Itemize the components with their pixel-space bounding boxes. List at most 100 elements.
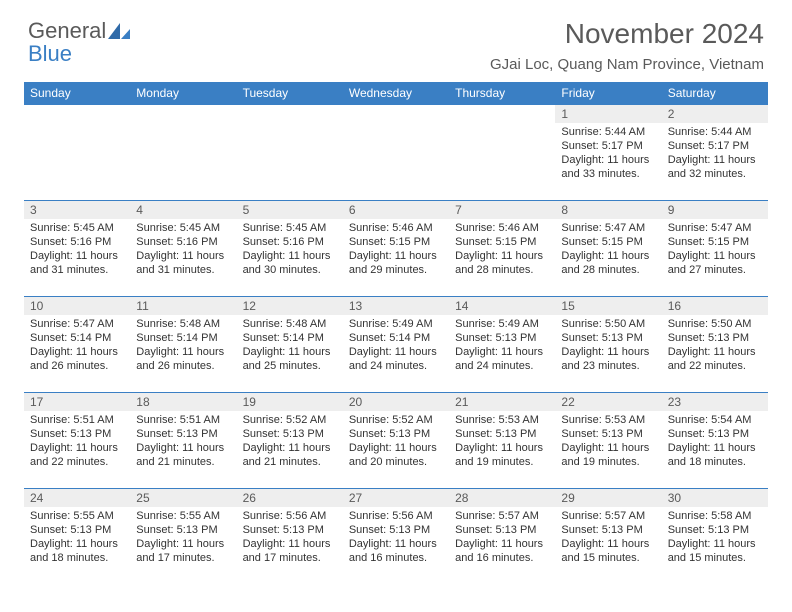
location: GJai Loc, Quang Nam Province, Vietnam: [490, 56, 764, 73]
day-details: Sunrise: 5:47 AMSunset: 5:14 PMDaylight:…: [24, 315, 130, 375]
day-number: 24: [24, 489, 130, 507]
daylight-text: Daylight: 11 hours: [455, 537, 549, 551]
day-number: 26: [237, 489, 343, 507]
day-details: Sunrise: 5:49 AMSunset: 5:14 PMDaylight:…: [343, 315, 449, 375]
calendar-day-cell: 16Sunrise: 5:50 AMSunset: 5:13 PMDayligh…: [662, 297, 768, 393]
sunrise-text: Sunrise: 5:48 AM: [136, 317, 230, 331]
sunset-text: Sunset: 5:13 PM: [349, 523, 443, 537]
day-details: Sunrise: 5:56 AMSunset: 5:13 PMDaylight:…: [237, 507, 343, 567]
daylight-text: and 22 minutes.: [30, 455, 124, 469]
header: November 2024 GJai Loc, Quang Nam Provin…: [490, 18, 764, 73]
daylight-text: Daylight: 11 hours: [668, 537, 762, 551]
sunrise-text: Sunrise: 5:45 AM: [136, 221, 230, 235]
daylight-text: Daylight: 11 hours: [561, 441, 655, 455]
daylight-text: Daylight: 11 hours: [349, 249, 443, 263]
sunset-text: Sunset: 5:13 PM: [349, 427, 443, 441]
sunset-text: Sunset: 5:15 PM: [668, 235, 762, 249]
daylight-text: and 18 minutes.: [668, 455, 762, 469]
day-number: 4: [130, 201, 236, 219]
calendar-day-cell: [130, 105, 236, 201]
daylight-text: Daylight: 11 hours: [30, 441, 124, 455]
daylight-text: Daylight: 11 hours: [561, 153, 655, 167]
sunrise-text: Sunrise: 5:52 AM: [243, 413, 337, 427]
sunrise-text: Sunrise: 5:47 AM: [561, 221, 655, 235]
day-details: Sunrise: 5:55 AMSunset: 5:13 PMDaylight:…: [24, 507, 130, 567]
calendar-week-row: 10Sunrise: 5:47 AMSunset: 5:14 PMDayligh…: [24, 297, 768, 393]
daylight-text: Daylight: 11 hours: [136, 345, 230, 359]
day-details: Sunrise: 5:57 AMSunset: 5:13 PMDaylight:…: [555, 507, 661, 567]
calendar-day-cell: 10Sunrise: 5:47 AMSunset: 5:14 PMDayligh…: [24, 297, 130, 393]
weekday-header: Wednesday: [343, 82, 449, 105]
calendar-day-cell: 26Sunrise: 5:56 AMSunset: 5:13 PMDayligh…: [237, 489, 343, 585]
calendar-day-cell: 15Sunrise: 5:50 AMSunset: 5:13 PMDayligh…: [555, 297, 661, 393]
sunset-text: Sunset: 5:14 PM: [349, 331, 443, 345]
sunset-text: Sunset: 5:17 PM: [561, 139, 655, 153]
day-number: 1: [555, 105, 661, 123]
calendar-day-cell: 28Sunrise: 5:57 AMSunset: 5:13 PMDayligh…: [449, 489, 555, 585]
sunset-text: Sunset: 5:13 PM: [561, 331, 655, 345]
sunrise-text: Sunrise: 5:49 AM: [349, 317, 443, 331]
weekday-header-row: Sunday Monday Tuesday Wednesday Thursday…: [24, 82, 768, 105]
day-number: 5: [237, 201, 343, 219]
day-number: 19: [237, 393, 343, 411]
day-details: Sunrise: 5:51 AMSunset: 5:13 PMDaylight:…: [24, 411, 130, 471]
sunset-text: Sunset: 5:15 PM: [455, 235, 549, 249]
day-details: Sunrise: 5:45 AMSunset: 5:16 PMDaylight:…: [237, 219, 343, 279]
sunset-text: Sunset: 5:13 PM: [243, 427, 337, 441]
daylight-text: and 21 minutes.: [243, 455, 337, 469]
daylight-text: Daylight: 11 hours: [561, 249, 655, 263]
day-number: 16: [662, 297, 768, 315]
sunset-text: Sunset: 5:13 PM: [668, 427, 762, 441]
day-number: 28: [449, 489, 555, 507]
sail-icon: [108, 21, 130, 43]
weekday-header: Friday: [555, 82, 661, 105]
daylight-text: Daylight: 11 hours: [243, 345, 337, 359]
sunrise-text: Sunrise: 5:57 AM: [455, 509, 549, 523]
day-number: 20: [343, 393, 449, 411]
day-details: Sunrise: 5:57 AMSunset: 5:13 PMDaylight:…: [449, 507, 555, 567]
day-number: 14: [449, 297, 555, 315]
daylight-text: and 32 minutes.: [668, 167, 762, 181]
calendar-day-cell: 25Sunrise: 5:55 AMSunset: 5:13 PMDayligh…: [130, 489, 236, 585]
sunset-text: Sunset: 5:16 PM: [30, 235, 124, 249]
sunrise-text: Sunrise: 5:49 AM: [455, 317, 549, 331]
sunset-text: Sunset: 5:13 PM: [561, 523, 655, 537]
day-details: Sunrise: 5:55 AMSunset: 5:13 PMDaylight:…: [130, 507, 236, 567]
weekday-header: Sunday: [24, 82, 130, 105]
daylight-text: and 31 minutes.: [30, 263, 124, 277]
sunset-text: Sunset: 5:14 PM: [30, 331, 124, 345]
daylight-text: Daylight: 11 hours: [136, 441, 230, 455]
daylight-text: and 25 minutes.: [243, 359, 337, 373]
sunset-text: Sunset: 5:13 PM: [561, 427, 655, 441]
sunset-text: Sunset: 5:13 PM: [30, 523, 124, 537]
daylight-text: and 19 minutes.: [561, 455, 655, 469]
day-number: 2: [662, 105, 768, 123]
day-details: Sunrise: 5:47 AMSunset: 5:15 PMDaylight:…: [662, 219, 768, 279]
sunrise-text: Sunrise: 5:54 AM: [668, 413, 762, 427]
day-details: Sunrise: 5:52 AMSunset: 5:13 PMDaylight:…: [343, 411, 449, 471]
sunset-text: Sunset: 5:13 PM: [668, 331, 762, 345]
day-details: Sunrise: 5:49 AMSunset: 5:13 PMDaylight:…: [449, 315, 555, 375]
sunset-text: Sunset: 5:13 PM: [455, 331, 549, 345]
daylight-text: Daylight: 11 hours: [349, 345, 443, 359]
weekday-header: Saturday: [662, 82, 768, 105]
sunrise-text: Sunrise: 5:44 AM: [668, 125, 762, 139]
day-details: Sunrise: 5:46 AMSunset: 5:15 PMDaylight:…: [343, 219, 449, 279]
calendar-day-cell: [237, 105, 343, 201]
sunrise-text: Sunrise: 5:57 AM: [561, 509, 655, 523]
day-number: 23: [662, 393, 768, 411]
sunrise-text: Sunrise: 5:47 AM: [668, 221, 762, 235]
sunrise-text: Sunrise: 5:47 AM: [30, 317, 124, 331]
month-title: November 2024: [490, 18, 764, 50]
sunrise-text: Sunrise: 5:50 AM: [668, 317, 762, 331]
calendar-day-cell: 11Sunrise: 5:48 AMSunset: 5:14 PMDayligh…: [130, 297, 236, 393]
sunset-text: Sunset: 5:13 PM: [455, 523, 549, 537]
daylight-text: and 28 minutes.: [561, 263, 655, 277]
sunrise-text: Sunrise: 5:53 AM: [455, 413, 549, 427]
daylight-text: Daylight: 11 hours: [136, 537, 230, 551]
day-number: 18: [130, 393, 236, 411]
brand-word1: General: [28, 18, 106, 43]
calendar-day-cell: 21Sunrise: 5:53 AMSunset: 5:13 PMDayligh…: [449, 393, 555, 489]
day-details: Sunrise: 5:52 AMSunset: 5:13 PMDaylight:…: [237, 411, 343, 471]
sunset-text: Sunset: 5:13 PM: [30, 427, 124, 441]
